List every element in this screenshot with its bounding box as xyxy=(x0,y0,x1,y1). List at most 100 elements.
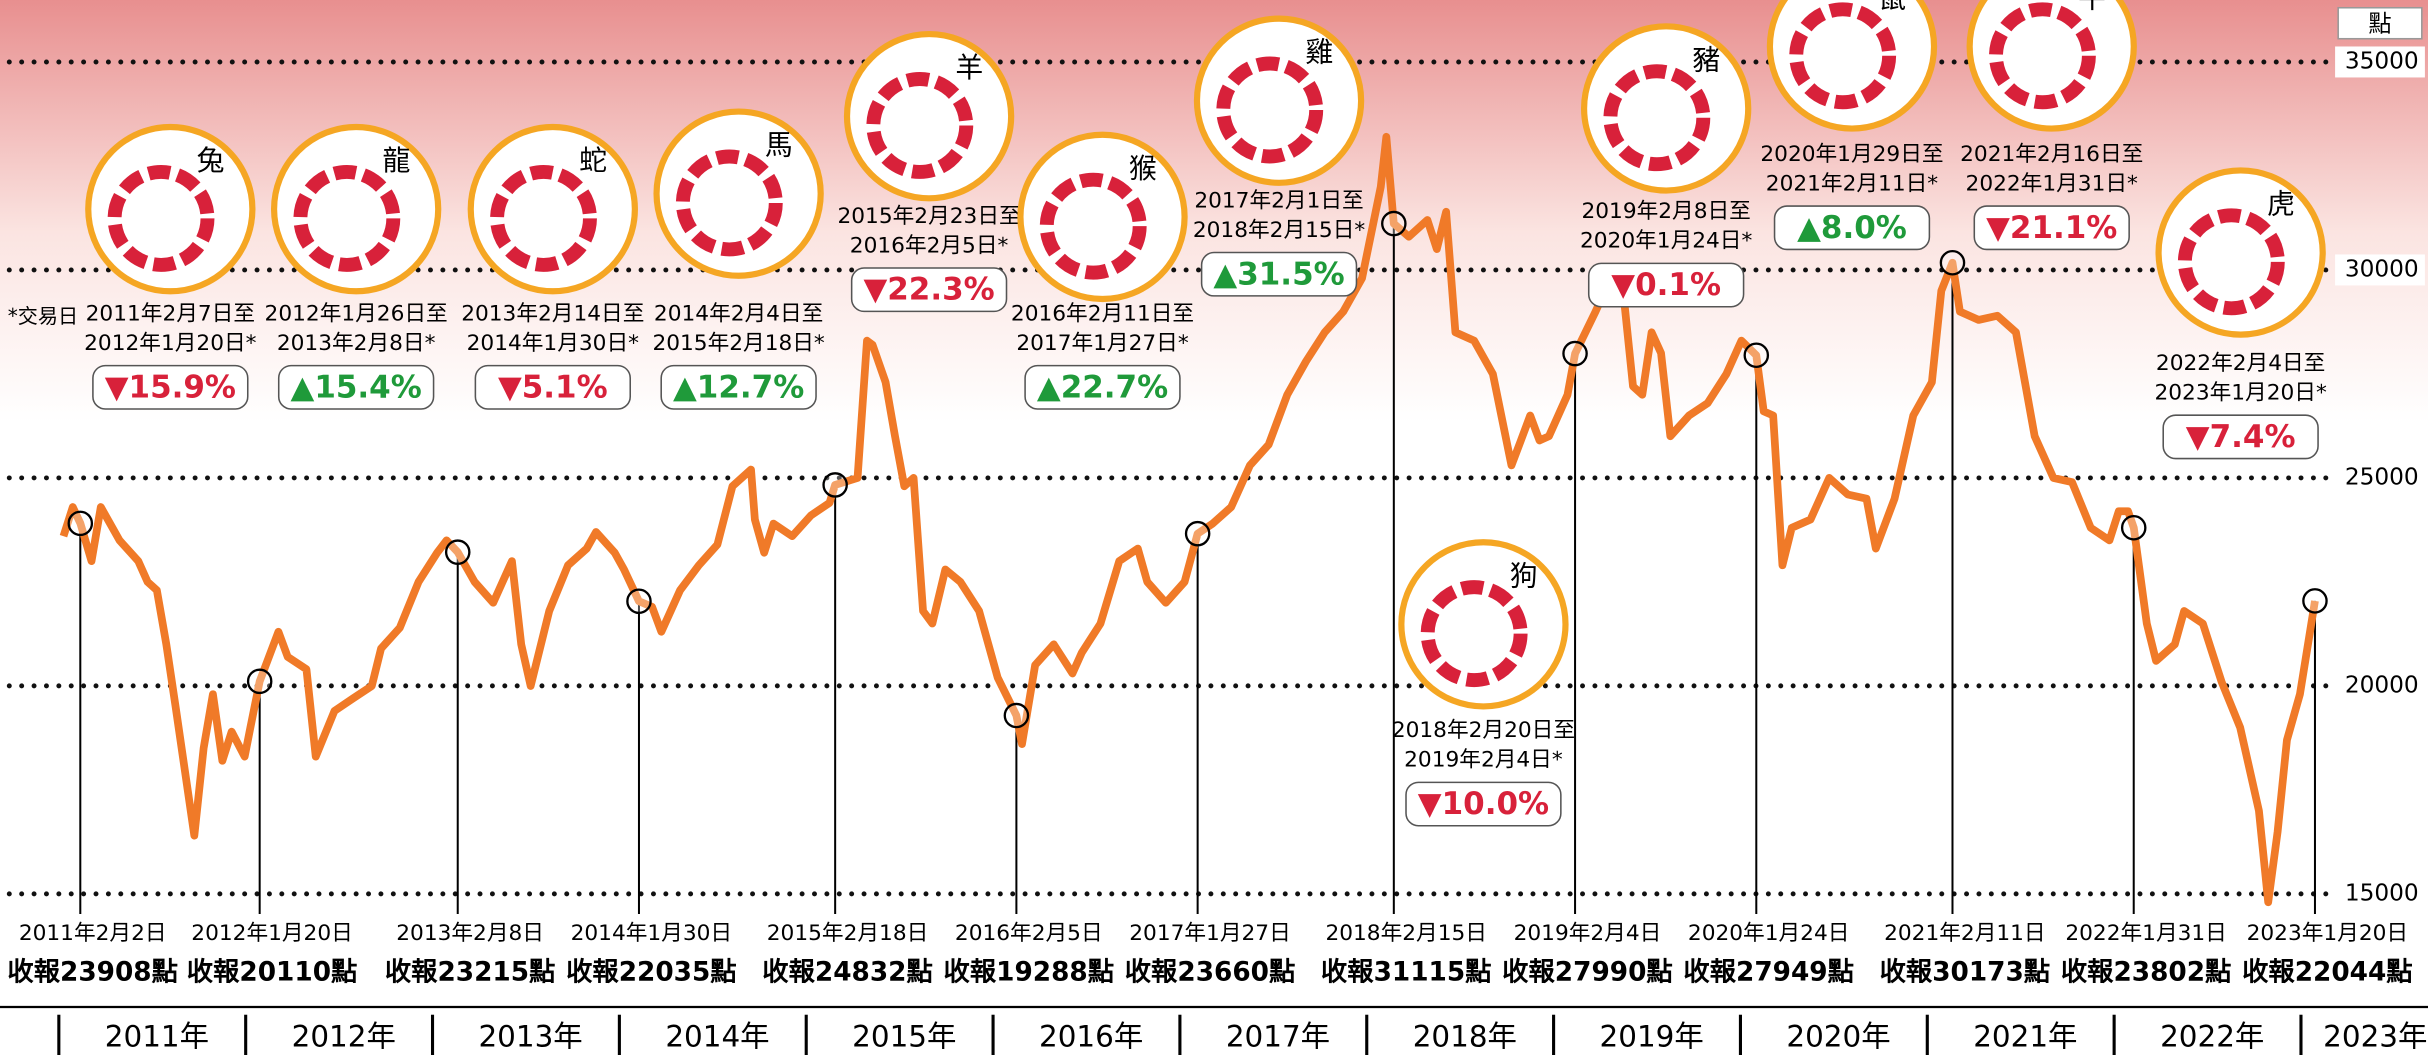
marker-circle xyxy=(1382,212,1405,235)
marker-date: 2013年2月8日 xyxy=(396,921,544,946)
marker-close: 收報30173點 xyxy=(1880,957,2051,987)
marker-circle xyxy=(824,473,847,496)
marker-close: 收報23908點 xyxy=(7,957,178,987)
x-tick-label: 2011年 xyxy=(105,1019,209,1053)
zodiac-sign: 馬 xyxy=(765,129,793,162)
zodiac-period: 2013年2月14日至 xyxy=(461,301,644,326)
marker-date: 2017年1月27日 xyxy=(1129,921,1291,946)
marker-close: 收報22035點 xyxy=(566,957,737,987)
x-tick-label: 2019年 xyxy=(1600,1019,1704,1053)
zodiac-period: 2019年2月8日至 xyxy=(1581,199,1750,224)
zodiac-period: 2012年1月20日* xyxy=(84,331,256,356)
x-tick-label: 2017年 xyxy=(1226,1019,1330,1053)
chart: 點 *交易日 15000 20000 25000 30000 35000 2011年 201… xyxy=(0,0,2428,1055)
y-tick-label: 20000 xyxy=(2345,671,2419,698)
zodiac-sign: 虎 xyxy=(2267,188,2295,221)
marker-date: 2020年1月24日 xyxy=(1688,921,1850,946)
change-label: ▼15.9% xyxy=(105,369,236,405)
x-tick-label: 2018年 xyxy=(1413,1019,1517,1053)
change-label: ▼0.1% xyxy=(1611,267,1721,303)
x-tick-label: 2021年 xyxy=(1973,1019,2077,1053)
change-label: ▲31.5% xyxy=(1213,256,1344,292)
change-label: ▼5.1% xyxy=(498,369,608,405)
zodiac-period: 2015年2月18日* xyxy=(652,331,824,356)
marker-circle xyxy=(248,670,271,693)
change-label: ▼21.1% xyxy=(1986,210,2117,246)
zodiac-sign: 龍 xyxy=(382,144,410,177)
zodiac-period: 2020年1月29日至 xyxy=(1760,142,1943,167)
marker-circle xyxy=(627,590,650,613)
zodiac-period: 2021年2月16日至 xyxy=(1960,142,2143,167)
change-label: ▲22.7% xyxy=(1037,369,1168,405)
marker-close: 收報19288點 xyxy=(944,957,1115,987)
marker-date: 2021年2月11日 xyxy=(1884,921,2046,946)
marker-close: 收報20110點 xyxy=(187,957,358,987)
note: *交易日 xyxy=(8,304,78,328)
marker-close: 收報22044點 xyxy=(2242,957,2413,987)
zodiac-period: 2021年2月11日* xyxy=(1766,171,1938,196)
x-tick-label: 2015年 xyxy=(852,1019,956,1053)
zodiac-sign: 狗 xyxy=(1510,559,1538,592)
change-label: ▲8.0% xyxy=(1797,210,1907,246)
zodiac-period: 2016年2月5日* xyxy=(850,233,1009,258)
marker-close: 收報27949點 xyxy=(1683,957,1854,987)
zodiac-period: 2017年2月1日至 xyxy=(1194,188,1363,213)
zodiac-sign: 羊 xyxy=(955,51,983,84)
x-tick-label: 2014年 xyxy=(665,1019,769,1053)
marker-circle xyxy=(1186,522,1209,545)
marker-circle xyxy=(2122,516,2145,539)
zodiac-period: 2019年2月4日* xyxy=(1404,748,1563,773)
marker-date: 2014年1月30日 xyxy=(571,921,733,946)
zodiac-period: 2015年2月23日至 xyxy=(837,204,1020,229)
change-label: ▼22.3% xyxy=(863,272,994,308)
marker-date: 2019年2月4日 xyxy=(1514,921,1662,946)
y-tick-label: 15000 xyxy=(2345,879,2419,906)
marker-close: 收報23802點 xyxy=(2061,957,2232,987)
marker-date: 2011年2月2日 xyxy=(19,921,167,946)
change-label: ▼7.4% xyxy=(2186,419,2296,455)
marker-circle xyxy=(1745,344,1768,367)
marker-circle xyxy=(1941,251,1964,274)
y-tick-label: 30000 xyxy=(2345,255,2419,282)
zodiac-sign: 兔 xyxy=(197,144,225,177)
marker-circle xyxy=(1005,704,1028,727)
x-tick-label: 2023年 xyxy=(2323,1019,2427,1053)
marker-close: 收報31115點 xyxy=(1321,957,1492,987)
marker-circle xyxy=(69,512,92,535)
marker-date: 2022年1月31日 xyxy=(2065,921,2227,946)
zodiac-period: 2023年1月20日* xyxy=(2154,380,2326,405)
marker-close: 收報23215點 xyxy=(385,957,556,987)
zodiac-period: 2018年2月20日至 xyxy=(1392,718,1575,743)
marker-close: 收報23660點 xyxy=(1125,957,1296,987)
change-label: ▼10.0% xyxy=(1418,786,1549,822)
x-tick-label: 2012年 xyxy=(292,1019,396,1053)
zodiac-sign: 猴 xyxy=(1129,152,1157,185)
zodiac-sign: 牛 xyxy=(2078,0,2106,15)
zodiac-period: 2011年2月7日至 xyxy=(86,301,255,326)
zodiac-sign: 雞 xyxy=(1305,36,1333,69)
zodiac-period: 2022年1月31日* xyxy=(1966,171,2138,196)
marker-circle xyxy=(1563,342,1586,365)
zodiac-period: 2022年2月4日至 xyxy=(2156,351,2325,376)
change-label: ▲15.4% xyxy=(291,369,422,405)
x-tick-label: 2016年 xyxy=(1039,1019,1143,1053)
zodiac-period: 2017年1月27日* xyxy=(1016,331,1188,356)
unit-label: 點 xyxy=(2368,10,2391,37)
x-tick-label: 2022年 xyxy=(2160,1019,2264,1053)
x-tick-label: 2020年 xyxy=(1786,1019,1890,1053)
marker-circle xyxy=(446,541,469,564)
change-label: ▲12.7% xyxy=(673,369,804,405)
y-tick-label: 25000 xyxy=(2345,463,2419,490)
zodiac-period: 2016年2月11日至 xyxy=(1011,301,1194,326)
marker-close: 收報24832點 xyxy=(762,957,933,987)
zodiac-period: 2012年1月26日至 xyxy=(265,301,448,326)
marker-circle xyxy=(2303,589,2326,612)
y-tick-label: 35000 xyxy=(2345,47,2419,74)
marker-date: 2023年1月20日 xyxy=(2247,921,2409,946)
marker-date: 2016年2月5日 xyxy=(955,921,1103,946)
zodiac-sign: 蛇 xyxy=(579,144,607,177)
zodiac-period: 2018年2月15日* xyxy=(1193,218,1365,243)
marker-date: 2015年2月18日 xyxy=(767,921,929,946)
x-tick-label: 2013年 xyxy=(478,1019,582,1053)
zodiac-period: 2013年2月8日* xyxy=(277,331,436,356)
